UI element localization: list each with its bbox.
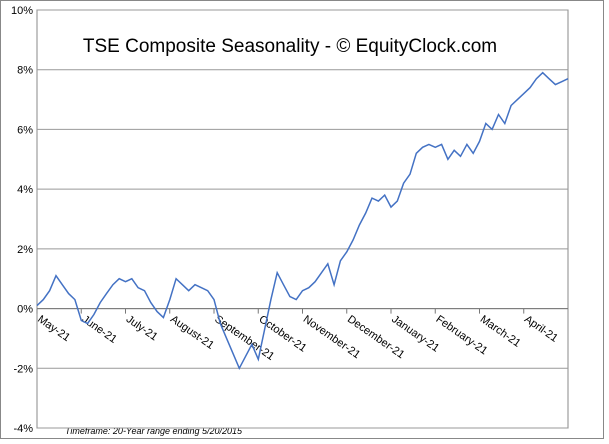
y-tick-label: 0% [17,304,33,316]
y-tick-label: 10% [11,5,33,17]
chart-title: TSE Composite Seasonality - © EquityCloc… [83,36,497,57]
y-tick-label: 8% [17,65,33,77]
y-tick-label: 2% [17,244,33,256]
y-tick-label: 6% [17,124,33,136]
series-line [36,71,569,371]
y-tick-label: 4% [17,184,33,196]
y-tick-label: -4% [13,423,33,435]
footnote: Timeframe: 20-Year range ending 5/20/201… [65,426,243,436]
y-tick-label: -2% [13,363,33,375]
